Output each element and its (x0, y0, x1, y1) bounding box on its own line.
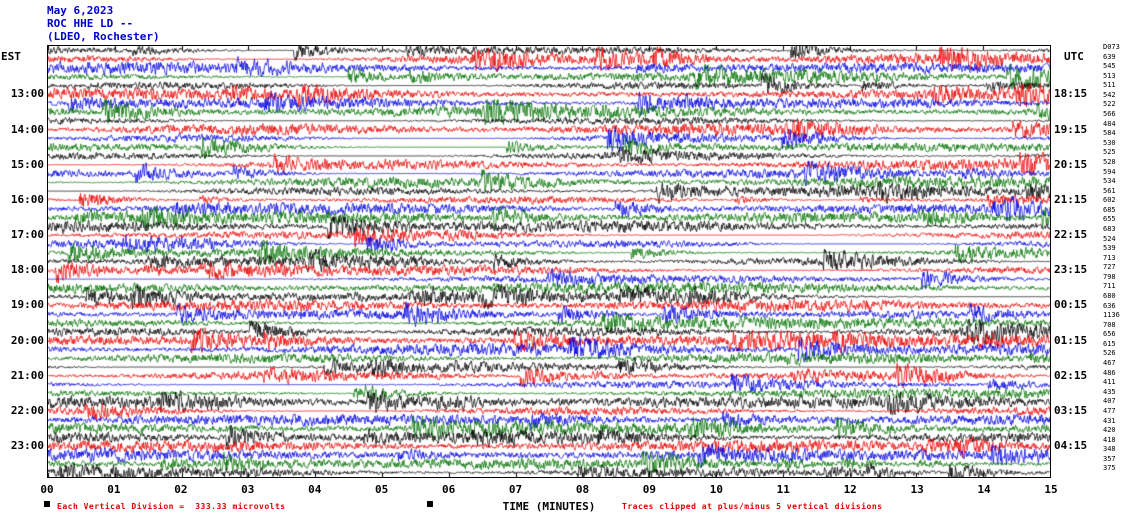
trace-amplitude-value: 566 (1103, 110, 1116, 119)
est-hour-label: 14:00 (10, 122, 44, 136)
utc-hour-label: 00:15 (1054, 298, 1088, 312)
trace-amplitude-value: 431 (1103, 416, 1116, 425)
utc-hour-label: 20:15 (1054, 157, 1088, 171)
est-hour-label: 13:00 (10, 87, 44, 101)
x-tick-label: 13 (910, 483, 924, 496)
trace-amplitude-value: 539 (1103, 244, 1116, 253)
x-tick-label: 03 (241, 483, 255, 496)
trace-amplitude-value: 477 (1103, 406, 1116, 415)
x-tick-label: 15 (1044, 483, 1058, 496)
trace-amplitude-value: 530 (1103, 138, 1116, 147)
header-station-code: ROC HHE LD -- (47, 17, 134, 30)
trace-amplitude-value: 727 (1103, 263, 1116, 272)
clip-note: Traces clipped at plus/minus 5 vertical … (622, 502, 883, 511)
est-hour-label: 18:00 (10, 263, 44, 277)
header-date: May 6,2023 (47, 4, 114, 17)
trace-amplitude-value: 711 (1103, 282, 1116, 291)
est-hour-label: 21:00 (10, 368, 44, 382)
est-hour-label: 15:00 (10, 157, 44, 171)
trace-amplitude-value: 467 (1103, 359, 1116, 368)
trace-amplitude-value: 348 (1103, 445, 1116, 454)
marker-square-icon (44, 501, 50, 507)
trace-amplitude-value: 683 (1103, 224, 1116, 233)
trace-amplitude-value: 513 (1103, 71, 1116, 80)
trace-amplitude-value: 798 (1103, 272, 1116, 281)
trace-amplitude-value: 639 (1103, 52, 1116, 61)
scale-note: Each Vertical Division = 333.33 microvol… (57, 502, 286, 511)
trace-amplitude-value: 528 (1103, 157, 1116, 166)
x-tick-label: 10 (709, 483, 723, 496)
trace-amplitude-value: 525 (1103, 148, 1116, 157)
trace-amplitude-value: 713 (1103, 253, 1116, 262)
x-tick-label: 01 (107, 483, 121, 496)
x-tick-label: 11 (776, 483, 790, 496)
trace-amplitude-value: 418 (1103, 435, 1116, 444)
trace-amplitude-value: 655 (1103, 215, 1116, 224)
utc-hour-label: 02:15 (1054, 368, 1088, 382)
est-hour-label: 16:00 (10, 192, 44, 206)
trace-amplitude-value: 484 (1103, 119, 1116, 128)
x-tick-label: 12 (843, 483, 857, 496)
header-station-location: (LDEO, Rochester) (47, 30, 160, 43)
x-axis-title: TIME (MINUTES) (502, 500, 596, 513)
left-timezone-label: EST (1, 50, 21, 63)
trace-amplitude-value: 602 (1103, 196, 1116, 205)
trace-amplitude-value: 511 (1103, 81, 1116, 90)
trace-amplitude-value: 584 (1103, 129, 1116, 138)
utc-hour-label: 04:15 (1054, 439, 1088, 453)
x-tick-label: 09 (642, 483, 657, 496)
trace-amplitude-value: 435 (1103, 387, 1116, 396)
trace-amplitude-value: 526 (1103, 349, 1116, 358)
est-hour-label: 17:00 (10, 228, 44, 242)
trace-amplitude-value: 680 (1103, 292, 1116, 301)
seismogram-canvas (48, 46, 1050, 477)
trace-amplitude-value: 545 (1103, 62, 1116, 71)
x-tick-label: 08 (575, 483, 590, 496)
x-tick-label: 06 (441, 483, 456, 496)
x-tick-label: 00 (40, 483, 54, 496)
trace-amplitude-value: 615 (1103, 339, 1116, 348)
trace-amplitude-value: 486 (1103, 368, 1116, 377)
trace-amplitude-value: 375 (1103, 464, 1116, 473)
est-hour-label: 23:00 (10, 439, 44, 453)
trace-amplitude-value: 708 (1103, 320, 1116, 329)
utc-hour-label: 18:15 (1054, 87, 1088, 101)
marker-square-icon (427, 501, 433, 507)
helicorder-plot (47, 45, 1051, 478)
trace-amplitude-value: 656 (1103, 330, 1116, 339)
trace-amplitude-value: 524 (1103, 234, 1116, 243)
utc-hour-label: 23:15 (1054, 263, 1088, 277)
utc-hour-label: 21:15 (1054, 192, 1088, 206)
x-tick-label: 07 (508, 483, 523, 496)
trace-amplitude-value: D073 (1103, 43, 1120, 51)
utc-hour-label: 03:15 (1054, 404, 1088, 418)
trace-amplitude-value: 420 (1103, 426, 1116, 435)
right-timezone-label: UTC (1064, 50, 1084, 63)
trace-amplitude-value: 561 (1103, 186, 1116, 195)
trace-amplitude-value: 1136 (1103, 311, 1120, 320)
est-hour-label: 22:00 (10, 404, 44, 418)
trace-amplitude-value: 594 (1103, 167, 1116, 176)
trace-amplitude-value: 636 (1103, 301, 1116, 310)
utc-hour-label: 01:15 (1054, 333, 1088, 347)
x-tick-label: 14 (977, 483, 991, 496)
trace-amplitude-value: 534 (1103, 177, 1116, 186)
trace-amplitude-value: 685 (1103, 205, 1116, 214)
est-hour-label: 19:00 (10, 298, 44, 312)
est-hour-label: 20:00 (10, 333, 44, 347)
trace-amplitude-value: 542 (1103, 90, 1116, 99)
utc-hour-label: 22:15 (1054, 228, 1088, 242)
trace-amplitude-value: 411 (1103, 378, 1116, 387)
utc-hour-label: 19:15 (1054, 122, 1088, 136)
x-tick-label: 02 (174, 483, 188, 496)
x-tick-label: 04 (308, 483, 322, 496)
trace-amplitude-value: 407 (1103, 397, 1116, 406)
trace-amplitude-value: 522 (1103, 100, 1116, 109)
x-tick-label: 05 (375, 483, 389, 496)
trace-amplitude-value: 357 (1103, 454, 1116, 463)
